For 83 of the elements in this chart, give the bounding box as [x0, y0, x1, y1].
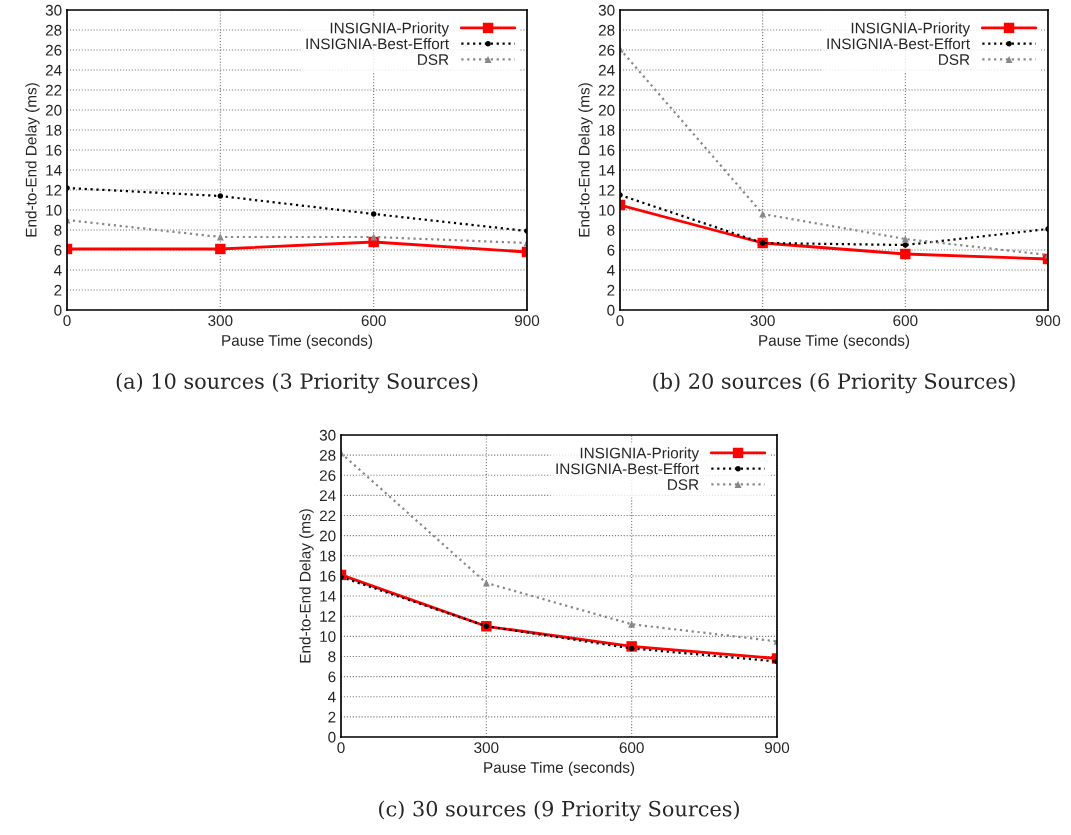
y-axis-title: End-to-End Delay (ms) — [299, 509, 314, 663]
y-tick-label: 18 — [320, 550, 336, 562]
y-tick-label: 30 — [319, 429, 336, 441]
text: (a) 10 sources (3 Priority Sources) — [116, 372, 478, 394]
y-tick-label: 24 — [598, 64, 615, 76]
point — [902, 242, 909, 248]
text: (b) 20 sources (6 Priority Sources) — [653, 372, 1015, 394]
y-tick-label: 8 — [607, 224, 615, 236]
y-tick-label: 14 — [320, 591, 336, 602]
y-tick-label: 24 — [45, 64, 62, 76]
y-tick-label: 4 — [606, 265, 615, 276]
x-tick-label: 900 — [764, 742, 790, 754]
y-tick-label: 20 — [598, 104, 615, 116]
x-tick-label: 300 — [474, 742, 499, 754]
y-tick-label: 4 — [53, 265, 62, 276]
y-tick-label: 14 — [599, 165, 615, 176]
y-tick-label: 30 — [45, 4, 62, 16]
point — [628, 620, 636, 628]
y-tick-label: 12 — [46, 184, 62, 196]
y-tick-label: 6 — [607, 244, 615, 256]
legend-label: INSIGNIA-Best-Effort — [306, 38, 449, 50]
y-tick-label: 18 — [46, 124, 62, 136]
y-tick-label: 18 — [599, 124, 615, 136]
x-axis-title: Pause Time (seconds) — [222, 334, 373, 349]
y-tick-label: 28 — [319, 450, 336, 461]
y-tick-label: 22 — [598, 84, 615, 96]
y-tick-label: 30 — [598, 4, 615, 16]
y-tick-label: 22 — [319, 510, 336, 522]
point — [628, 645, 635, 652]
y-tick-label: 6 — [328, 671, 336, 683]
legend-label: DSR — [668, 479, 699, 490]
x-tick-label: 300 — [750, 315, 775, 327]
y-tick-label: 8 — [328, 651, 336, 663]
legend-label: INSIGNIA-Priority — [580, 447, 700, 462]
y-tick-label: 26 — [45, 44, 62, 56]
y-tick-label: 0 — [607, 304, 615, 316]
x-tick-label: 0 — [616, 315, 624, 327]
x-tick-label: 0 — [337, 742, 345, 754]
y-tick-label: 4 — [327, 691, 336, 703]
y-axis-title: End-to-End Delay (ms) — [25, 83, 40, 237]
y-tick-label: 6 — [54, 244, 62, 256]
y-tick-label: 10 — [599, 204, 615, 216]
y-tick-label: 0 — [54, 304, 62, 316]
x-tick-label: 900 — [1035, 315, 1061, 327]
x-axis-title: Pause Time (seconds) — [484, 761, 635, 776]
legend-label: DSR — [939, 54, 970, 65]
y-axis-title: End-to-End Delay (ms) — [578, 83, 593, 237]
x-tick-label: 600 — [619, 742, 644, 754]
x-tick-label: 0 — [63, 315, 71, 327]
y-tick-label: 2 — [54, 284, 62, 296]
y-tick-label: 28 — [45, 24, 62, 36]
y-tick-label: 2 — [607, 284, 615, 296]
y-tick-label: 12 — [599, 184, 615, 196]
y-tick-label: 10 — [46, 204, 62, 216]
x-tick-label: 300 — [208, 315, 233, 327]
y-tick-label: 10 — [320, 631, 336, 643]
y-tick-label: 24 — [319, 490, 336, 501]
legend-label: INSIGNIA-Priority — [330, 22, 450, 37]
y-tick-label: 16 — [599, 144, 615, 156]
y-tick-label: 16 — [46, 144, 62, 156]
x-tick-label: 600 — [893, 315, 918, 327]
y-tick-label: 8 — [54, 224, 62, 236]
point — [217, 193, 224, 199]
x-tick-label: 600 — [361, 315, 386, 327]
y-tick-label: 14 — [46, 165, 62, 176]
legend-label: INSIGNIA-Priority — [851, 22, 971, 37]
y-tick-label: 12 — [320, 611, 336, 622]
text: (c) 30 sources (9 Priority Sources) — [379, 800, 739, 821]
x-axis-title: Pause Time (seconds) — [759, 334, 910, 349]
y-tick-label: 2 — [328, 711, 336, 723]
point — [370, 211, 377, 217]
y-tick-label: 20 — [45, 104, 62, 116]
y-tick-label: 16 — [320, 570, 336, 582]
y-tick-label: 28 — [598, 24, 615, 36]
y-tick-label: 26 — [598, 44, 615, 56]
legend-label: DSR — [418, 54, 449, 65]
y-tick-label: 22 — [45, 84, 62, 96]
x-tick-label: 900 — [514, 315, 540, 327]
legend-label: INSIGNIA-Best-Effort — [827, 38, 970, 50]
y-tick-label: 20 — [319, 530, 336, 542]
y-tick-label: 26 — [319, 470, 336, 481]
legend-label: INSIGNIA-Best-Effort — [556, 463, 699, 475]
y-tick-label: 0 — [328, 731, 336, 743]
